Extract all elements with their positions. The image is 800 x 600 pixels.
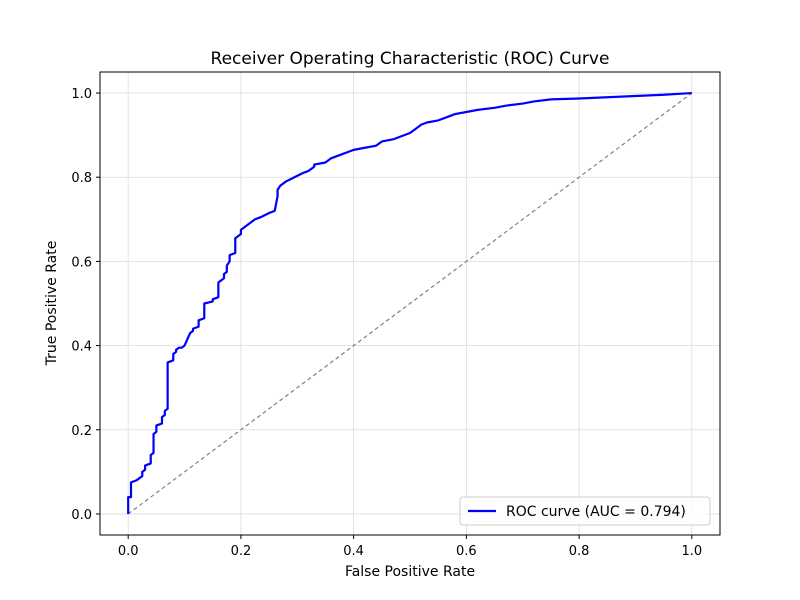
x-tick-label: 0.2 xyxy=(231,544,252,559)
y-tick-label: 0.4 xyxy=(71,340,92,355)
x-axis-label: False Positive Rate xyxy=(345,564,475,580)
chart-title: Receiver Operating Characteristic (ROC) … xyxy=(211,49,610,69)
plot-frame xyxy=(99,71,721,536)
x-tick-label: 0.6 xyxy=(456,544,477,559)
x-tick-label: 0.4 xyxy=(343,544,364,559)
x-tick-label: 0.8 xyxy=(569,544,590,559)
y-tick-label: 1.0 xyxy=(71,87,92,102)
legend-label: ROC curve (AUC = 0.794) xyxy=(506,504,686,520)
x-tick-label: 1.0 xyxy=(681,544,702,559)
y-tick-label: 0.8 xyxy=(71,171,92,186)
y-axis-label: True Positive Rate xyxy=(44,241,60,367)
legend: ROC curve (AUC = 0.794) xyxy=(459,496,711,526)
legend-box xyxy=(459,496,711,526)
x-tick-label: 0.0 xyxy=(118,544,139,559)
series-layer xyxy=(127,91,693,515)
y-tick-label: 0.6 xyxy=(71,255,92,270)
axis-ticks: 0.0 0.2 0.4 0.6 0.8 1.0 0.0 0.2 0.4 0.6 0.8 1.0 xyxy=(71,87,702,559)
y-tick-label: 0.2 xyxy=(71,424,92,439)
chance-diagonal-line xyxy=(127,92,693,515)
y-tick-label: 0.0 xyxy=(71,508,92,523)
roc-curve-line xyxy=(127,91,692,514)
